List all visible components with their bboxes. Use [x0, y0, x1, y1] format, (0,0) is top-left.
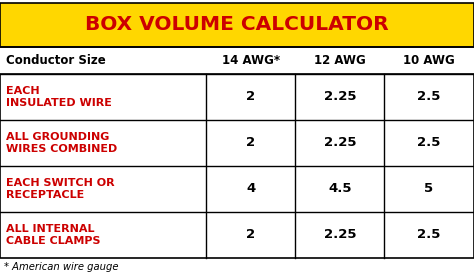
Bar [0, 166, 474, 212]
Bar [0, 47, 474, 74]
Text: 5: 5 [424, 182, 434, 195]
Text: 14 AWG*: 14 AWG* [222, 54, 280, 67]
Bar [0, 120, 474, 166]
Text: 10 AWG: 10 AWG [403, 54, 455, 67]
Text: Conductor Size: Conductor Size [6, 54, 105, 67]
Text: 2.25: 2.25 [324, 228, 356, 241]
Text: * American wire gauge: * American wire gauge [4, 262, 118, 272]
Bar [0, 212, 474, 258]
Text: ALL INTERNAL
CABLE CLAMPS: ALL INTERNAL CABLE CLAMPS [6, 224, 100, 246]
Text: EACH SWITCH OR
RECEPTACLE: EACH SWITCH OR RECEPTACLE [6, 178, 114, 200]
Text: 4.5: 4.5 [328, 182, 352, 195]
Text: 2: 2 [246, 228, 255, 241]
Bar [0, 74, 474, 120]
Text: 2.25: 2.25 [324, 136, 356, 149]
Text: ALL GROUNDING
WIRES COMBINED: ALL GROUNDING WIRES COMBINED [6, 132, 117, 154]
Text: BOX VOLUME CALCULATOR: BOX VOLUME CALCULATOR [85, 15, 389, 34]
Text: 2.5: 2.5 [417, 136, 441, 149]
Text: 4: 4 [246, 182, 255, 195]
Text: 2: 2 [246, 90, 255, 103]
Text: 2: 2 [246, 136, 255, 149]
Text: 2.25: 2.25 [324, 90, 356, 103]
Bar [0, 3, 474, 47]
Text: EACH
INSULATED WIRE: EACH INSULATED WIRE [6, 86, 111, 108]
Text: 12 AWG: 12 AWG [314, 54, 366, 67]
Text: 2.5: 2.5 [417, 90, 441, 103]
Text: 2.5: 2.5 [417, 228, 441, 241]
Bar [0, 3, 474, 47]
Bar [0, 74, 474, 258]
